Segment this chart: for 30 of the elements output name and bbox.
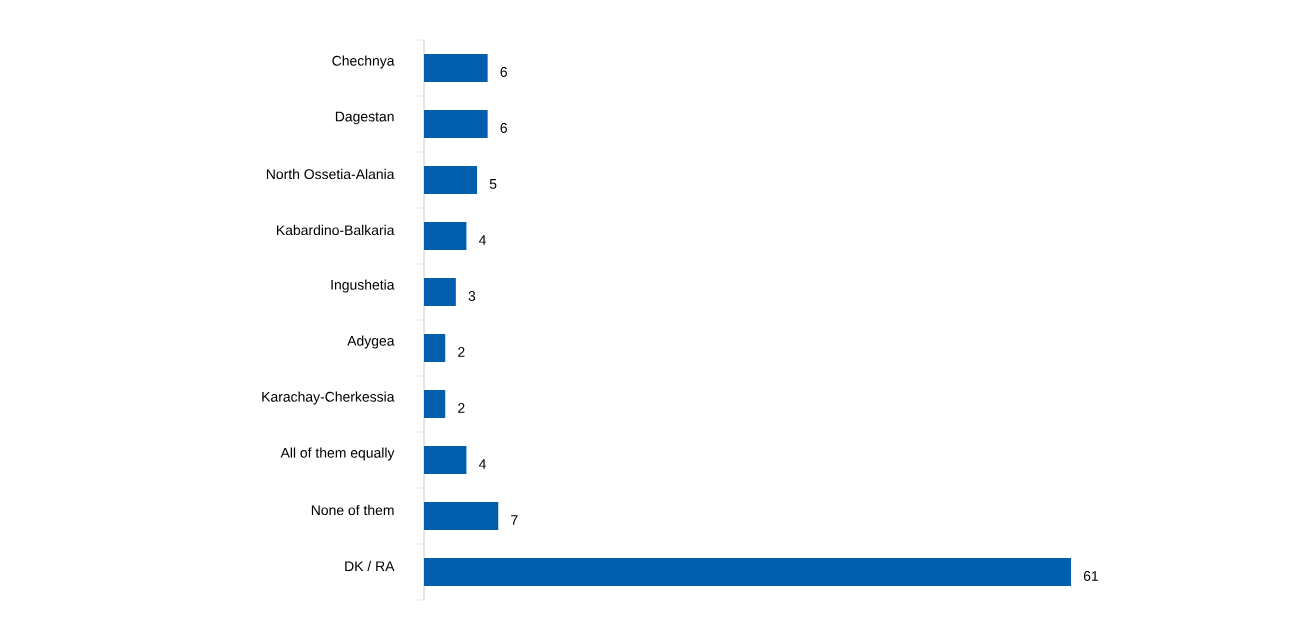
y-tick-label: All of them equally <box>280 447 395 461</box>
data-label: 3 <box>468 291 476 301</box>
data-label: 5 <box>489 179 497 189</box>
data-label: 7 <box>511 515 518 525</box>
bar <box>424 109 488 138</box>
y-tick-label: DK / RA <box>345 560 395 572</box>
data-label: 6 <box>500 67 507 77</box>
y-tick-label: Kabardino-Balkaria <box>277 224 395 236</box>
bar <box>424 557 1072 586</box>
y-tick-label: Karachay-Cherkessia <box>262 391 395 405</box>
data-label: 2 <box>458 347 465 357</box>
y-tick-label: Ingushetia <box>331 279 395 293</box>
bar <box>424 501 499 530</box>
data-label: 61 <box>1083 571 1099 581</box>
y-tick-label: Adygea <box>347 335 395 349</box>
bar <box>424 389 446 418</box>
bar <box>424 277 456 306</box>
y-tick-label: Chechnya <box>332 55 395 69</box>
bar <box>424 333 446 362</box>
data-label: 6 <box>500 123 507 133</box>
y-tick-label: North Ossetia-Alania <box>266 168 395 180</box>
data-label: 4 <box>478 459 486 469</box>
bar <box>424 165 478 194</box>
bar <box>424 221 467 250</box>
y-tick-label: Dagestan <box>335 111 394 125</box>
y-tick-label: None of them <box>311 504 394 516</box>
data-label: 4 <box>478 235 486 245</box>
data-label: 2 <box>458 403 465 413</box>
bar <box>424 445 467 474</box>
bar <box>424 53 488 82</box>
